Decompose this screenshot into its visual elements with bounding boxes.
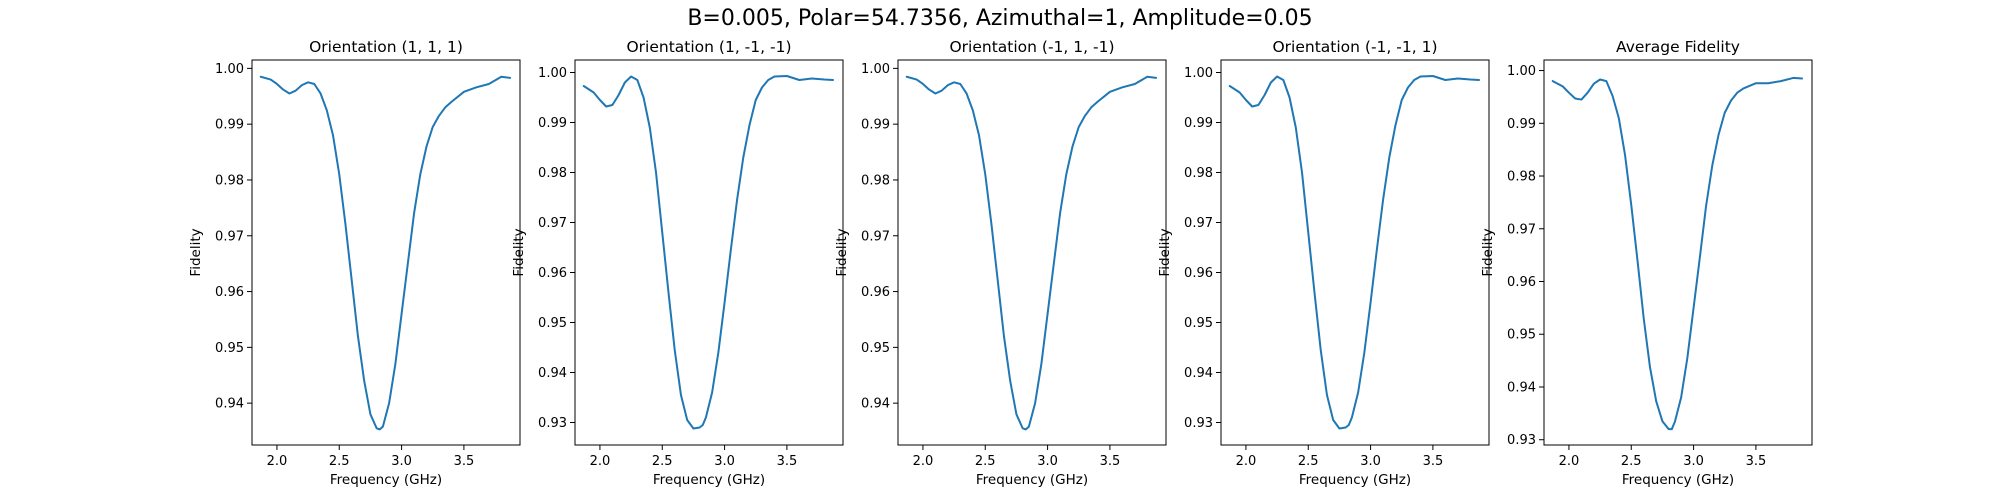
subplot-2: 2.0 2.5 3.0 3.5 0.93 0.94 0.95 0.96 0.97 0.98 0.99… bbox=[511, 38, 844, 488]
y-tick-label: 1.00 bbox=[538, 66, 567, 81]
x-axis-label: Frequency (GHz) bbox=[1299, 472, 1411, 488]
axes-frame bbox=[251, 59, 521, 446]
axes-frame bbox=[897, 59, 1167, 446]
y-tick-label: 0.95 bbox=[861, 341, 890, 356]
fidelity-line bbox=[1228, 75, 1481, 430]
x-tick-label: 3.5 bbox=[777, 454, 798, 469]
x-tick-label: 2.0 bbox=[590, 454, 611, 469]
y-tick-label: 0.99 bbox=[538, 116, 567, 131]
y-axis-label: Fidelity bbox=[834, 228, 850, 276]
y-tick-label: 0.95 bbox=[215, 341, 244, 356]
x-tick-label: 3.5 bbox=[454, 454, 475, 469]
y-tick-label: 0.98 bbox=[861, 173, 890, 188]
y-tick-label: 0.93 bbox=[1184, 416, 1213, 431]
axes-frame bbox=[574, 59, 844, 446]
x-axis-label: Frequency (GHz) bbox=[976, 472, 1088, 488]
y-tick-label: 1.00 bbox=[215, 62, 244, 77]
y-tick-label: 0.96 bbox=[861, 285, 890, 300]
subplot-title: Orientation (1, -1, -1) bbox=[626, 38, 791, 56]
x-tick-label: 2.0 bbox=[913, 454, 934, 469]
y-tick-label: 1.00 bbox=[1184, 66, 1213, 81]
y-tick-label: 0.96 bbox=[538, 266, 567, 281]
fidelity-line bbox=[1551, 76, 1804, 431]
subplot-title: Orientation (1, 1, 1) bbox=[309, 38, 463, 56]
subplot-title: Average Fidelity bbox=[1616, 38, 1740, 56]
y-axis-label: Fidelity bbox=[1480, 228, 1496, 276]
x-tick-label: 2.5 bbox=[329, 454, 350, 469]
y-tick-label: 0.93 bbox=[538, 416, 567, 431]
x-tick-label: 2.0 bbox=[1236, 454, 1257, 469]
y-tick-label: 0.97 bbox=[215, 229, 244, 244]
y-tick-label: 0.97 bbox=[538, 216, 567, 231]
y-tick-label: 0.94 bbox=[861, 397, 890, 412]
x-tick-label: 2.5 bbox=[1298, 454, 1319, 469]
y-tick-label: 1.00 bbox=[861, 62, 890, 77]
x-tick-label: 2.0 bbox=[267, 454, 288, 469]
y-tick-label: 0.93 bbox=[1507, 433, 1536, 448]
y-tick-label: 0.96 bbox=[215, 285, 244, 300]
y-tick-label: 0.96 bbox=[1507, 275, 1536, 290]
y-tick-label: 0.95 bbox=[1507, 328, 1536, 343]
y-tick-label: 1.00 bbox=[1507, 64, 1536, 79]
x-tick-label: 3.0 bbox=[1683, 454, 1704, 469]
x-tick-label: 2.5 bbox=[975, 454, 996, 469]
subplot-3: 2.0 2.5 3.0 3.5 0.94 0.95 0.96 0.97 0.98 0.99 1.00… bbox=[834, 38, 1167, 488]
y-tick-label: 0.94 bbox=[1507, 380, 1536, 395]
fidelity-line bbox=[582, 75, 835, 430]
x-tick-label: 2.5 bbox=[1621, 454, 1642, 469]
y-tick-label: 0.98 bbox=[215, 173, 244, 188]
x-tick-label: 3.0 bbox=[714, 454, 735, 469]
y-tick-label: 0.98 bbox=[538, 166, 567, 181]
y-tick-label: 0.97 bbox=[1507, 222, 1536, 237]
y-tick-label: 0.99 bbox=[861, 118, 890, 133]
y-tick-label: 0.99 bbox=[215, 118, 244, 133]
x-tick-label: 3.5 bbox=[1423, 454, 1444, 469]
y-tick-label: 0.94 bbox=[1184, 366, 1213, 381]
x-tick-label: 3.0 bbox=[1360, 454, 1381, 469]
figure-suptitle: B=0.005, Polar=54.7356, Azimuthal=1, Amp… bbox=[687, 6, 1313, 31]
subplot-1: 2.0 2.5 3.0 3.5 0.94 0.95 0.96 0.97 0.98 0.99 1.00… bbox=[188, 38, 521, 488]
y-tick-label: 0.94 bbox=[215, 397, 244, 412]
x-tick-label: 3.0 bbox=[391, 454, 412, 469]
y-tick-label: 0.98 bbox=[1507, 170, 1536, 185]
x-axis-label: Frequency (GHz) bbox=[653, 472, 765, 488]
y-tick-label: 0.99 bbox=[1184, 116, 1213, 131]
y-tick-label: 0.95 bbox=[1184, 316, 1213, 331]
axes-frame bbox=[1543, 59, 1813, 446]
x-tick-label: 3.0 bbox=[1037, 454, 1058, 469]
y-tick-label: 0.99 bbox=[1507, 117, 1536, 132]
x-tick-label: 2.0 bbox=[1559, 454, 1580, 469]
subplot-title: Orientation (-1, -1, 1) bbox=[1272, 38, 1437, 56]
y-axis-label: Fidelity bbox=[511, 228, 527, 276]
x-axis-label: Frequency (GHz) bbox=[1622, 472, 1734, 488]
subplot-5: 2.0 2.5 3.0 3.5 0.93 0.94 0.95 0.96 0.97 0.98 0.99… bbox=[1480, 38, 1813, 488]
y-tick-label: 0.97 bbox=[861, 229, 890, 244]
x-tick-label: 3.5 bbox=[1100, 454, 1121, 469]
x-tick-label: 3.5 bbox=[1746, 454, 1767, 469]
y-tick-label: 0.94 bbox=[538, 366, 567, 381]
x-axis-label: Frequency (GHz) bbox=[330, 472, 442, 488]
y-axis-label: Fidelity bbox=[1157, 228, 1173, 276]
y-tick-label: 0.96 bbox=[1184, 266, 1213, 281]
y-axis-label: Fidelity bbox=[188, 228, 204, 276]
subplot-title: Orientation (-1, 1, -1) bbox=[949, 38, 1114, 56]
fidelity-line bbox=[259, 75, 512, 431]
axes-frame bbox=[1220, 59, 1490, 446]
x-tick-label: 2.5 bbox=[652, 454, 673, 469]
fidelity-line bbox=[905, 75, 1158, 431]
y-tick-label: 0.95 bbox=[538, 316, 567, 331]
subplot-4: 2.0 2.5 3.0 3.5 0.93 0.94 0.95 0.96 0.97 0.98 0.99… bbox=[1157, 38, 1490, 488]
y-tick-label: 0.98 bbox=[1184, 166, 1213, 181]
y-tick-label: 0.97 bbox=[1184, 216, 1213, 231]
